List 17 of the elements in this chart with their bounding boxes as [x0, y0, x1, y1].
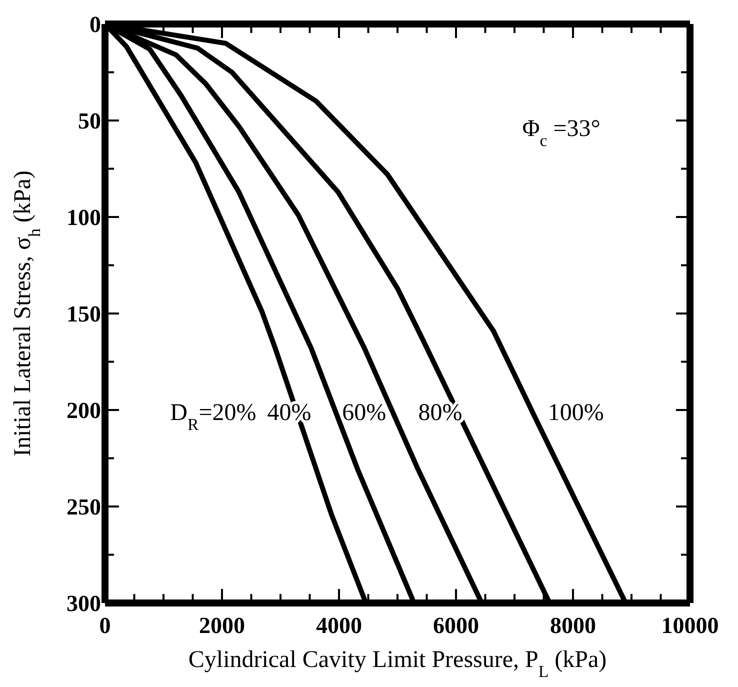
annotation: Φ$_{c}$ =33° [522, 116, 600, 150]
y-tick-label: 250 [66, 494, 101, 520]
x-tick-label: 10000 [661, 613, 719, 638]
x-tick-label: 8000 [550, 613, 596, 638]
x-axis-title: Cylindrical Cavity Limit Pressure, P$_{L}$ (kPa) [188, 647, 607, 680]
x-tick-label: 6000 [433, 613, 479, 638]
y-tick-label: 50 [78, 108, 101, 134]
annotation: 100% [548, 400, 604, 426]
y-tick-label: 200 [66, 398, 101, 423]
y-tick-label: 0 [90, 12, 101, 37]
x-tick-label: 4000 [316, 613, 362, 638]
x-tick-label: 2000 [199, 613, 245, 638]
y-tick-label: 300 [66, 591, 101, 616]
annotation: D$_{R}$=20% [170, 400, 256, 434]
y-tick-label: 100 [66, 205, 101, 230]
y-tick-label: 150 [66, 302, 101, 326]
annotation: 60% [342, 400, 386, 426]
